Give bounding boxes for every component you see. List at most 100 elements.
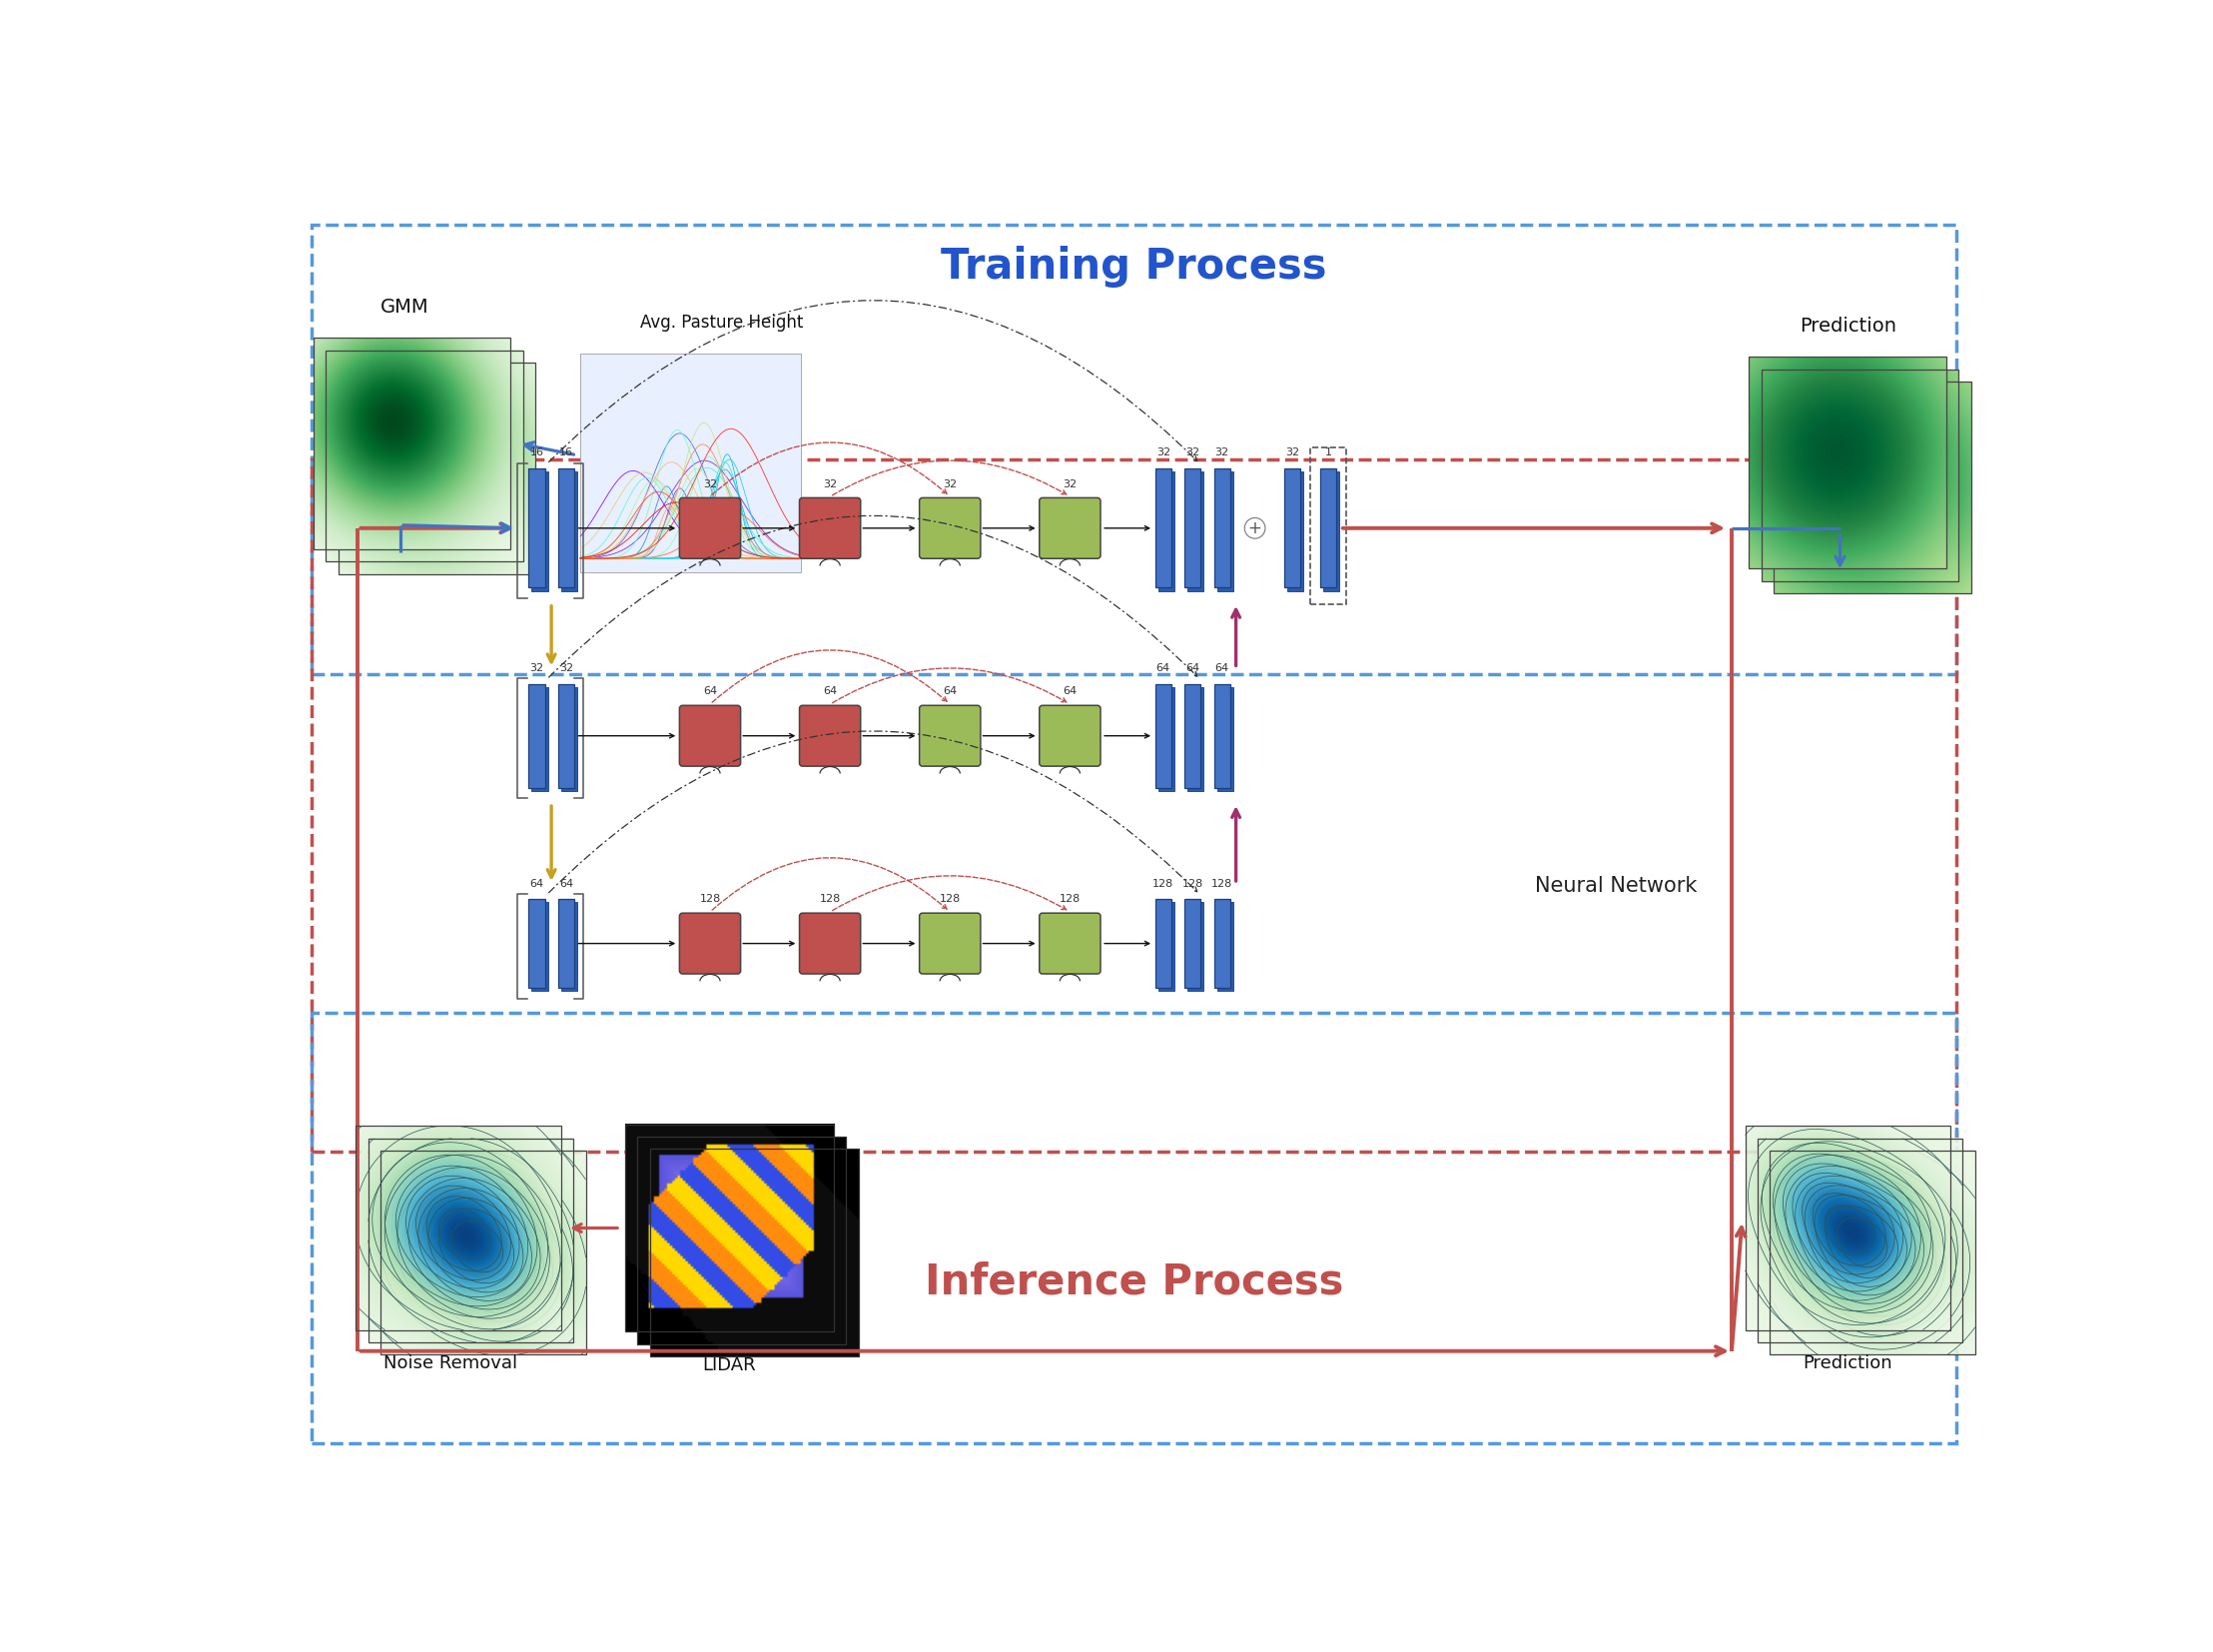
Bar [325, 350, 522, 562]
Bar [558, 684, 573, 788]
Bar [1770, 1151, 1974, 1355]
Bar [1188, 687, 1204, 791]
Text: 128: 128 [819, 894, 841, 904]
Text: Neural Network: Neural Network [1534, 876, 1697, 895]
FancyBboxPatch shape [679, 497, 741, 558]
FancyBboxPatch shape [918, 705, 980, 767]
Text: 32: 32 [560, 662, 573, 672]
Bar [314, 337, 511, 550]
Text: 32: 32 [1215, 448, 1228, 458]
Bar [531, 687, 549, 791]
Bar [637, 1137, 845, 1345]
Bar [1155, 469, 1171, 588]
Text: 32: 32 [704, 479, 717, 489]
Bar [1184, 469, 1202, 588]
Text: 64: 64 [1186, 662, 1199, 672]
Text: 32: 32 [1062, 479, 1078, 489]
Bar [367, 1138, 573, 1341]
Text: 32: 32 [1155, 448, 1171, 458]
FancyBboxPatch shape [918, 914, 980, 973]
Bar [1757, 1138, 1963, 1341]
FancyBboxPatch shape [1040, 705, 1100, 767]
Bar [651, 1148, 859, 1356]
Text: Avg. Pasture Height: Avg. Pasture Height [640, 314, 803, 332]
Bar [558, 899, 573, 988]
Text: 64: 64 [1155, 662, 1171, 672]
Bar [1746, 1127, 1950, 1330]
Bar [529, 469, 544, 588]
Text: 128: 128 [938, 894, 960, 904]
Text: 64: 64 [529, 879, 544, 889]
Bar [1775, 382, 1972, 593]
Bar [1184, 899, 1202, 988]
Bar [580, 354, 801, 572]
FancyBboxPatch shape [799, 705, 861, 767]
Text: 32: 32 [1286, 448, 1299, 458]
Bar [339, 362, 536, 573]
Text: 32: 32 [943, 479, 956, 489]
Bar [1188, 471, 1204, 591]
Text: 128: 128 [1211, 879, 1233, 889]
Bar [1155, 899, 1171, 988]
Bar [1748, 357, 1947, 568]
Bar [529, 684, 544, 788]
Bar [1217, 687, 1233, 791]
Bar [1215, 899, 1230, 988]
Text: 128: 128 [1153, 879, 1173, 889]
Text: 16: 16 [529, 448, 544, 458]
Text: 32: 32 [1186, 448, 1199, 458]
FancyBboxPatch shape [1040, 497, 1100, 558]
Bar [1217, 902, 1233, 991]
Bar [381, 1151, 586, 1355]
Text: Inference Process: Inference Process [925, 1260, 1343, 1303]
Bar [1762, 370, 1959, 582]
Text: Training Process: Training Process [941, 246, 1328, 287]
Bar [1217, 471, 1233, 591]
FancyBboxPatch shape [679, 914, 741, 973]
Bar [531, 902, 549, 991]
Bar [562, 471, 578, 591]
Bar [531, 471, 549, 591]
Bar [1288, 471, 1303, 591]
Bar [1215, 684, 1230, 788]
Text: 32: 32 [823, 479, 837, 489]
Bar [562, 902, 578, 991]
FancyBboxPatch shape [799, 914, 861, 973]
Text: Prediction: Prediction [1799, 317, 1897, 335]
Text: 64: 64 [943, 687, 956, 697]
Text: 32: 32 [529, 662, 544, 672]
Text: 64: 64 [1062, 687, 1078, 697]
Bar [558, 469, 573, 588]
FancyBboxPatch shape [799, 497, 861, 558]
Text: 64: 64 [704, 687, 717, 697]
Bar [1184, 684, 1202, 788]
Bar [1155, 684, 1171, 788]
Text: 64: 64 [560, 879, 573, 889]
Text: +: + [1248, 519, 1261, 537]
Text: 128: 128 [1182, 879, 1204, 889]
Bar [529, 899, 544, 988]
Text: LIDAR: LIDAR [702, 1356, 757, 1374]
FancyBboxPatch shape [679, 705, 741, 767]
Bar [1157, 687, 1175, 791]
FancyBboxPatch shape [1040, 914, 1100, 973]
Text: Prediction: Prediction [1804, 1355, 1892, 1373]
Bar [1215, 469, 1230, 588]
Text: 128: 128 [1060, 894, 1080, 904]
Bar [1323, 471, 1339, 591]
FancyBboxPatch shape [918, 497, 980, 558]
Text: Noise Removal: Noise Removal [383, 1355, 518, 1373]
Bar [356, 1127, 562, 1330]
Bar [562, 687, 578, 791]
Text: 1: 1 [1326, 448, 1332, 458]
Bar [1157, 471, 1175, 591]
Text: 64: 64 [1215, 662, 1228, 672]
Text: 128: 128 [699, 894, 721, 904]
Text: 64: 64 [823, 687, 837, 697]
Bar [1188, 902, 1204, 991]
Bar [1284, 469, 1301, 588]
Text: 16: 16 [560, 448, 573, 458]
Bar [1319, 469, 1337, 588]
Bar [624, 1125, 834, 1332]
Bar [1157, 902, 1175, 991]
